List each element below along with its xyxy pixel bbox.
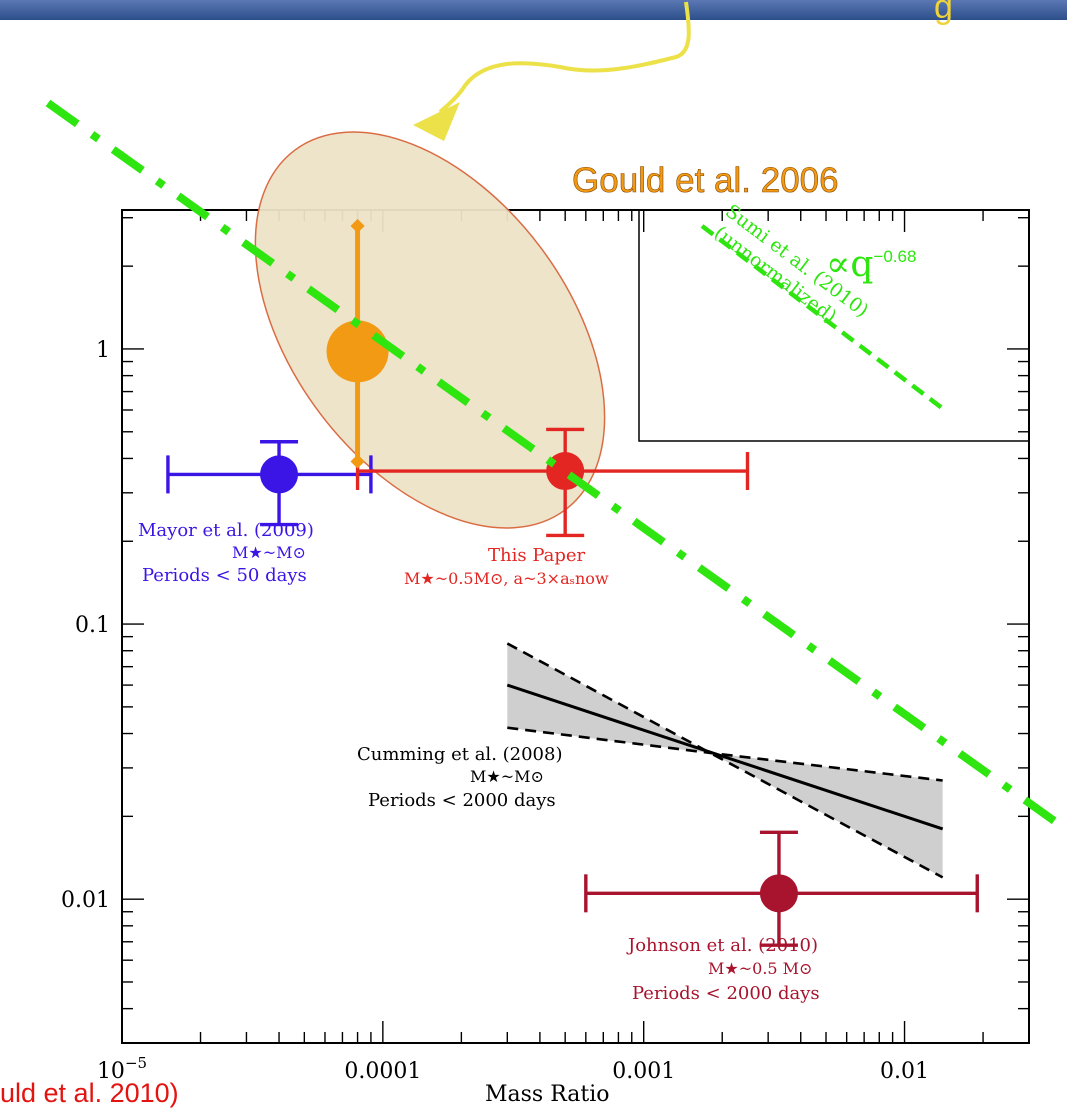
mayor-label: Mayor et al. (2009) (138, 520, 314, 541)
x-tick-label-exponent: −5 (125, 1054, 147, 1072)
johnson-note-2: Periods < 2000 days (632, 983, 820, 1004)
x-axis-label: Mass Ratio (485, 1082, 610, 1107)
sumi-dashed-line (700, 224, 944, 410)
cumming-note-2: Periods < 2000 days (368, 790, 556, 811)
gould-ellipse-layer (254, 131, 606, 529)
band-fill-right (710, 752, 943, 878)
bottom-citation: uld et al. 2010) (0, 1078, 179, 1108)
data-point-group (166, 440, 373, 527)
banner-fragment-letter: g (934, 0, 953, 26)
gould-2006-label: Gould et al. 2006 (572, 161, 839, 200)
pointer-arrow-path (438, 1, 691, 114)
johnson-label: Johnson et al. (2010) (626, 935, 818, 956)
plot-frame (121, 209, 1030, 1044)
pointer-arrow-head (413, 102, 460, 141)
band-edge-1 (506, 642, 944, 879)
y-tick-label: 0.1 (75, 613, 110, 638)
johnson-note-1: M★~0.5 M⊙ (708, 959, 812, 978)
cumming-note-1: M★~M⊙ (470, 767, 544, 786)
band-mid-line (506, 683, 944, 831)
mayor-note-2: Periods < 50 days (142, 565, 307, 586)
tick-labels: 10−5 0.0001 0.001 0.01 1 0.1 0.01 (61, 338, 929, 1084)
green-dashdot-line (45, 99, 1067, 834)
cumming-band (506, 642, 944, 879)
johnson-annotation: Johnson et al. (2010) M★~0.5 M⊙ Periods … (626, 935, 820, 1004)
data-point-group (326, 218, 389, 469)
this-paper-annotation: This Paper M★~0.5M⊙, a~3×aₛnow (404, 545, 609, 588)
sumi-inset-box (638, 210, 1029, 442)
sumi-slope-label: ∝q−0.68 (826, 244, 916, 285)
x-tick-label: 10−5 (97, 1054, 147, 1084)
y-tick-label: 0.01 (61, 888, 110, 913)
cumming-annotation: Cumming et al. (2008) M★~M⊙ Periods < 20… (357, 744, 563, 811)
data-point-marker (326, 320, 389, 383)
this-paper-label: This Paper (488, 545, 586, 566)
x-tick-label: 0.0001 (344, 1059, 421, 1084)
this-paper-note: M★~0.5M⊙, a~3×aₛnow (404, 569, 609, 588)
x-tick-label: 0.01 (880, 1059, 929, 1084)
data-point-marker (759, 874, 798, 913)
mayor-note-1: M★~M⊙ (232, 543, 306, 562)
x-tick-label-base: 10 (97, 1059, 125, 1084)
banner-strip (0, 0, 1067, 20)
gould-ellipse (254, 131, 606, 529)
y-error-cap-upper (350, 218, 365, 234)
data-points (166, 218, 979, 947)
y-error-cap-lower (350, 454, 365, 469)
x-tick-label: 0.001 (612, 1059, 675, 1084)
data-point-marker (260, 455, 299, 494)
data-point-group (584, 830, 979, 947)
mayor-annotation: Mayor et al. (2009) M★~M⊙ Periods < 50 d… (138, 520, 314, 586)
y-tick-label: 1 (96, 338, 110, 363)
cumming-label: Cumming et al. (2008) (357, 744, 563, 765)
